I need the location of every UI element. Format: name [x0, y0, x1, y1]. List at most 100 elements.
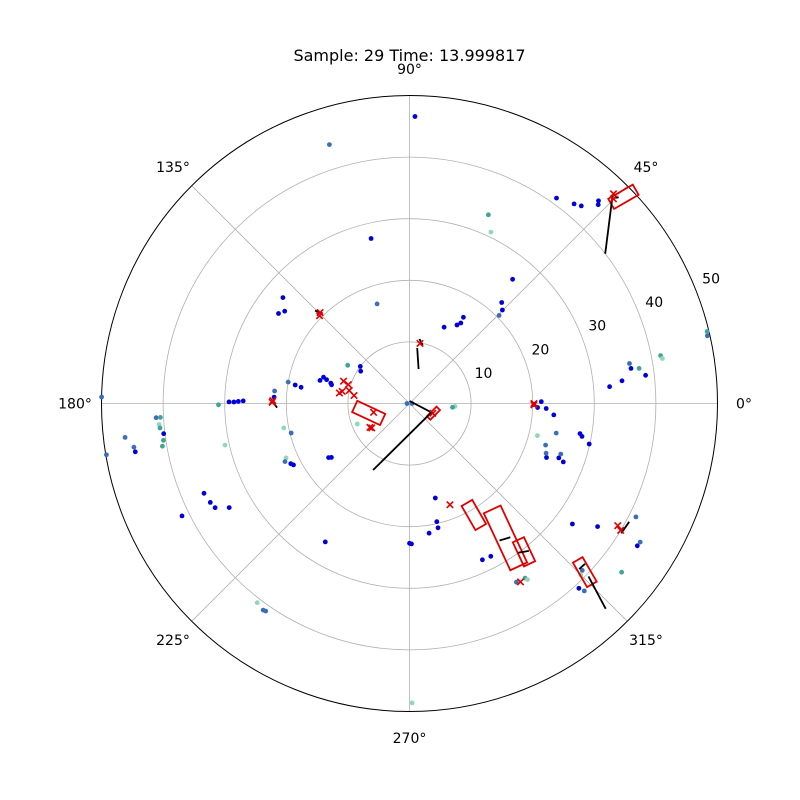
lidar-point	[157, 425, 163, 431]
detection-marker	[429, 409, 437, 417]
lidar-point	[570, 521, 575, 527]
polar-frame	[101, 95, 718, 712]
lidar-point	[543, 442, 548, 448]
r-tick-label: 50	[702, 272, 720, 288]
detection-marker-stroke	[516, 578, 525, 586]
track-line	[518, 550, 530, 554]
lidar-point	[704, 329, 710, 334]
lidar-point	[486, 212, 491, 218]
lidar-point	[554, 195, 559, 201]
lidar-point	[281, 425, 287, 431]
lidar-point	[454, 322, 460, 328]
detection-marker-stroke	[350, 391, 358, 400]
chart-title: Sample: 29 Time: 13.999817	[293, 46, 525, 65]
detection-marker	[530, 401, 538, 409]
lidar-point	[329, 382, 334, 388]
lidar-point	[329, 455, 334, 460]
lidar-point	[441, 324, 447, 330]
track-line	[614, 196, 619, 199]
lidar-point	[553, 430, 559, 436]
detection-marker-stroke	[616, 526, 625, 535]
detection-marker-stroke	[369, 408, 378, 417]
detection-marker	[344, 380, 353, 389]
detection-marker-stroke	[530, 399, 538, 408]
lidar-point	[560, 459, 566, 465]
lidar-point	[556, 455, 562, 461]
lidar-point	[510, 276, 515, 282]
lidar-point	[543, 406, 549, 411]
lidar-point	[581, 588, 587, 594]
lidar-point	[435, 525, 441, 531]
lidar-point	[404, 401, 410, 406]
detection-marker	[350, 391, 358, 400]
detection-marker	[516, 578, 525, 586]
lidar-point	[345, 362, 351, 368]
lidar-point	[458, 320, 464, 326]
lidar-point	[153, 415, 159, 421]
lidar-point	[409, 700, 415, 706]
lidar-point	[358, 368, 364, 374]
lidar-point	[222, 442, 228, 448]
detection-marker-stroke	[345, 386, 354, 395]
r-tick-label: 10	[475, 366, 493, 382]
lidar-point	[571, 201, 577, 207]
track-line	[578, 563, 586, 570]
lidar-point	[161, 431, 167, 437]
detection-marker	[338, 387, 346, 396]
lidar-point	[636, 366, 642, 371]
lidar-point	[317, 378, 323, 383]
lidar-point	[412, 114, 418, 119]
detection-marker	[416, 339, 424, 348]
lidar-point	[280, 295, 286, 300]
r-tick-label: 40	[645, 295, 663, 311]
theta-tick-label: 225°	[156, 633, 190, 649]
lidar-point	[496, 313, 502, 318]
lidar-point	[488, 229, 494, 235]
detection-marker	[367, 424, 376, 432]
lidar-point	[426, 530, 432, 536]
lidar-point	[292, 382, 298, 388]
detection-marker-stroke	[446, 500, 454, 509]
lidar-point	[235, 399, 241, 404]
lidar-point	[558, 451, 564, 457]
lidar-point	[226, 399, 232, 405]
lidar-point	[627, 361, 632, 366]
detection-marker	[614, 521, 622, 530]
lidar-point	[619, 378, 625, 384]
bounding-box	[482, 504, 529, 572]
detection-marker-stroke	[609, 195, 618, 203]
lidar-point	[276, 311, 281, 316]
lidar-point	[619, 569, 624, 575]
detection-marker-stroke	[269, 396, 277, 405]
lidar-point	[240, 398, 246, 404]
detection-marker	[609, 195, 618, 203]
lidar-point	[535, 433, 540, 438]
theta-tick-label: 0°	[736, 397, 752, 413]
lidar-point	[514, 579, 519, 585]
lidar-point	[291, 462, 296, 468]
lidar-point	[354, 421, 360, 427]
lidar-point	[158, 415, 163, 420]
r-tick-label: 30	[588, 319, 606, 335]
lidar-point	[578, 203, 584, 209]
theta-gridline-225	[191, 403, 410, 622]
bounding-box	[460, 498, 488, 532]
theta-tick-label: 135°	[156, 160, 190, 176]
r-tick-label: 20	[531, 342, 549, 358]
lidar-point	[500, 307, 505, 313]
detection-marker-stroke	[429, 409, 437, 417]
detection-marker-stroke	[614, 521, 622, 530]
lidar-point	[104, 452, 109, 458]
lidar-point	[212, 505, 218, 511]
theta-tick-label: 90°	[397, 62, 422, 78]
lidar-point	[226, 505, 232, 510]
track-line	[499, 536, 511, 542]
lidar-point	[660, 356, 665, 361]
lidar-point	[161, 437, 166, 443]
lidar-point	[595, 202, 601, 208]
lidar-point	[288, 430, 294, 436]
detection-marker	[339, 377, 348, 385]
detection-marker	[530, 399, 538, 408]
theta-tick-label: 270°	[393, 731, 427, 747]
